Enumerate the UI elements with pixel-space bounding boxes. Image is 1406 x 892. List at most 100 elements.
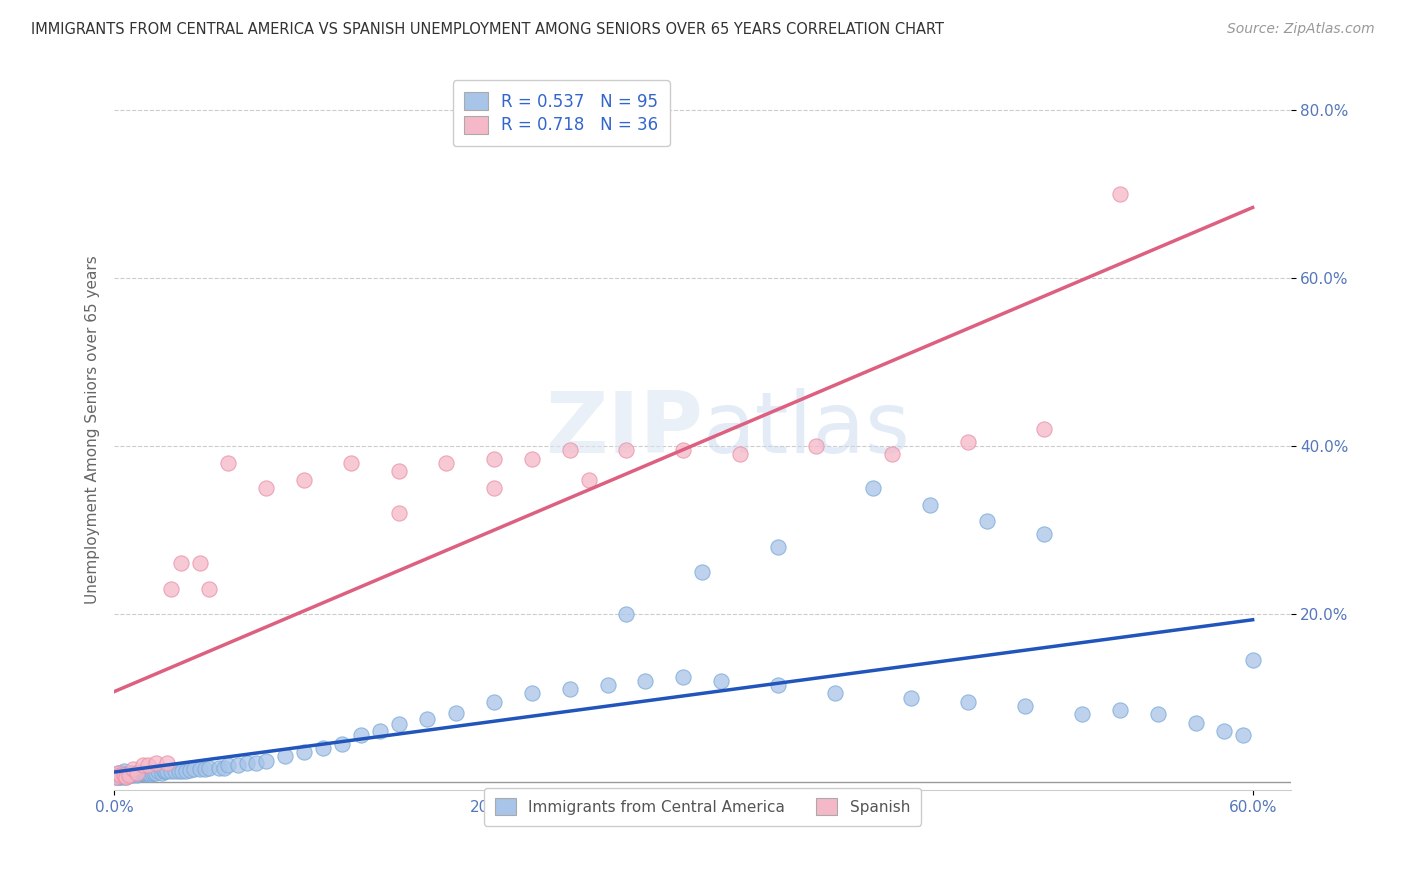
Point [1146, 707, 1168, 722]
Point [125, 766, 148, 780]
Point [188, 557, 211, 571]
Point [882, 447, 904, 461]
Point [167, 764, 190, 778]
Point [198, 761, 221, 775]
Text: Source: ZipAtlas.com: Source: ZipAtlas.com [1227, 22, 1375, 37]
Point [388, 506, 411, 520]
Point [806, 439, 828, 453]
Point [108, 768, 131, 782]
Point [112, 768, 135, 782]
Point [107, 766, 129, 780]
Point [135, 766, 157, 780]
Point [111, 769, 134, 783]
Point [292, 745, 315, 759]
Point [125, 766, 148, 780]
Point [388, 464, 411, 478]
Point [1108, 703, 1130, 717]
Point [122, 762, 145, 776]
Point [105, 768, 128, 782]
Point [692, 565, 714, 579]
Point [245, 756, 267, 770]
Point [444, 706, 467, 720]
Point [107, 770, 129, 784]
Point [105, 770, 128, 784]
Point [107, 766, 129, 780]
Point [350, 728, 373, 742]
Point [254, 481, 277, 495]
Point [179, 763, 201, 777]
Point [108, 770, 131, 784]
Point [112, 764, 135, 779]
Point [160, 764, 183, 779]
Point [169, 557, 191, 571]
Point [105, 770, 128, 784]
Point [768, 678, 790, 692]
Point [118, 768, 141, 782]
Point [1032, 527, 1054, 541]
Point [212, 761, 235, 775]
Point [122, 768, 145, 782]
Point [160, 582, 183, 596]
Point [217, 757, 239, 772]
Point [112, 768, 135, 782]
Point [128, 767, 150, 781]
Point [1213, 724, 1236, 739]
Point [330, 737, 353, 751]
Point [174, 764, 197, 778]
Point [114, 770, 136, 784]
Point [520, 686, 543, 700]
Point [1232, 728, 1254, 742]
Point [1108, 187, 1130, 202]
Point [217, 456, 239, 470]
Point [134, 766, 156, 780]
Point [172, 764, 194, 778]
Point [145, 766, 167, 780]
Point [672, 670, 695, 684]
Point [163, 764, 186, 778]
Point [416, 712, 439, 726]
Point [920, 498, 942, 512]
Point [122, 766, 145, 780]
Point [768, 540, 790, 554]
Point [114, 770, 136, 784]
Point [957, 695, 980, 709]
Point [558, 682, 581, 697]
Point [117, 768, 139, 782]
Point [129, 766, 152, 780]
Point [482, 481, 505, 495]
Point [226, 757, 249, 772]
Point [254, 754, 277, 768]
Point [616, 607, 638, 621]
Point [434, 456, 457, 470]
Point [138, 766, 160, 780]
Text: IMMIGRANTS FROM CENTRAL AMERICA VS SPANISH UNEMPLOYMENT AMONG SENIORS OVER 65 YE: IMMIGRANTS FROM CENTRAL AMERICA VS SPANI… [31, 22, 943, 37]
Point [710, 673, 733, 688]
Point [578, 473, 600, 487]
Point [368, 724, 391, 739]
Point [616, 443, 638, 458]
Point [312, 741, 335, 756]
Point [482, 451, 505, 466]
Point [150, 766, 173, 780]
Point [520, 451, 543, 466]
Point [900, 690, 922, 705]
Point [125, 768, 148, 782]
Point [558, 443, 581, 458]
Point [143, 766, 166, 780]
Point [156, 756, 179, 770]
Point [118, 766, 141, 780]
Point [824, 686, 846, 700]
Point [1032, 422, 1054, 436]
Point [134, 767, 156, 781]
Point [1014, 699, 1036, 714]
Point [120, 766, 142, 780]
Point [117, 770, 139, 784]
Point [111, 766, 134, 780]
Point [114, 768, 136, 782]
Point [194, 762, 217, 776]
Point [188, 762, 211, 776]
Point [634, 673, 657, 688]
Point [117, 769, 139, 783]
Point [108, 768, 131, 782]
Point [862, 481, 884, 495]
